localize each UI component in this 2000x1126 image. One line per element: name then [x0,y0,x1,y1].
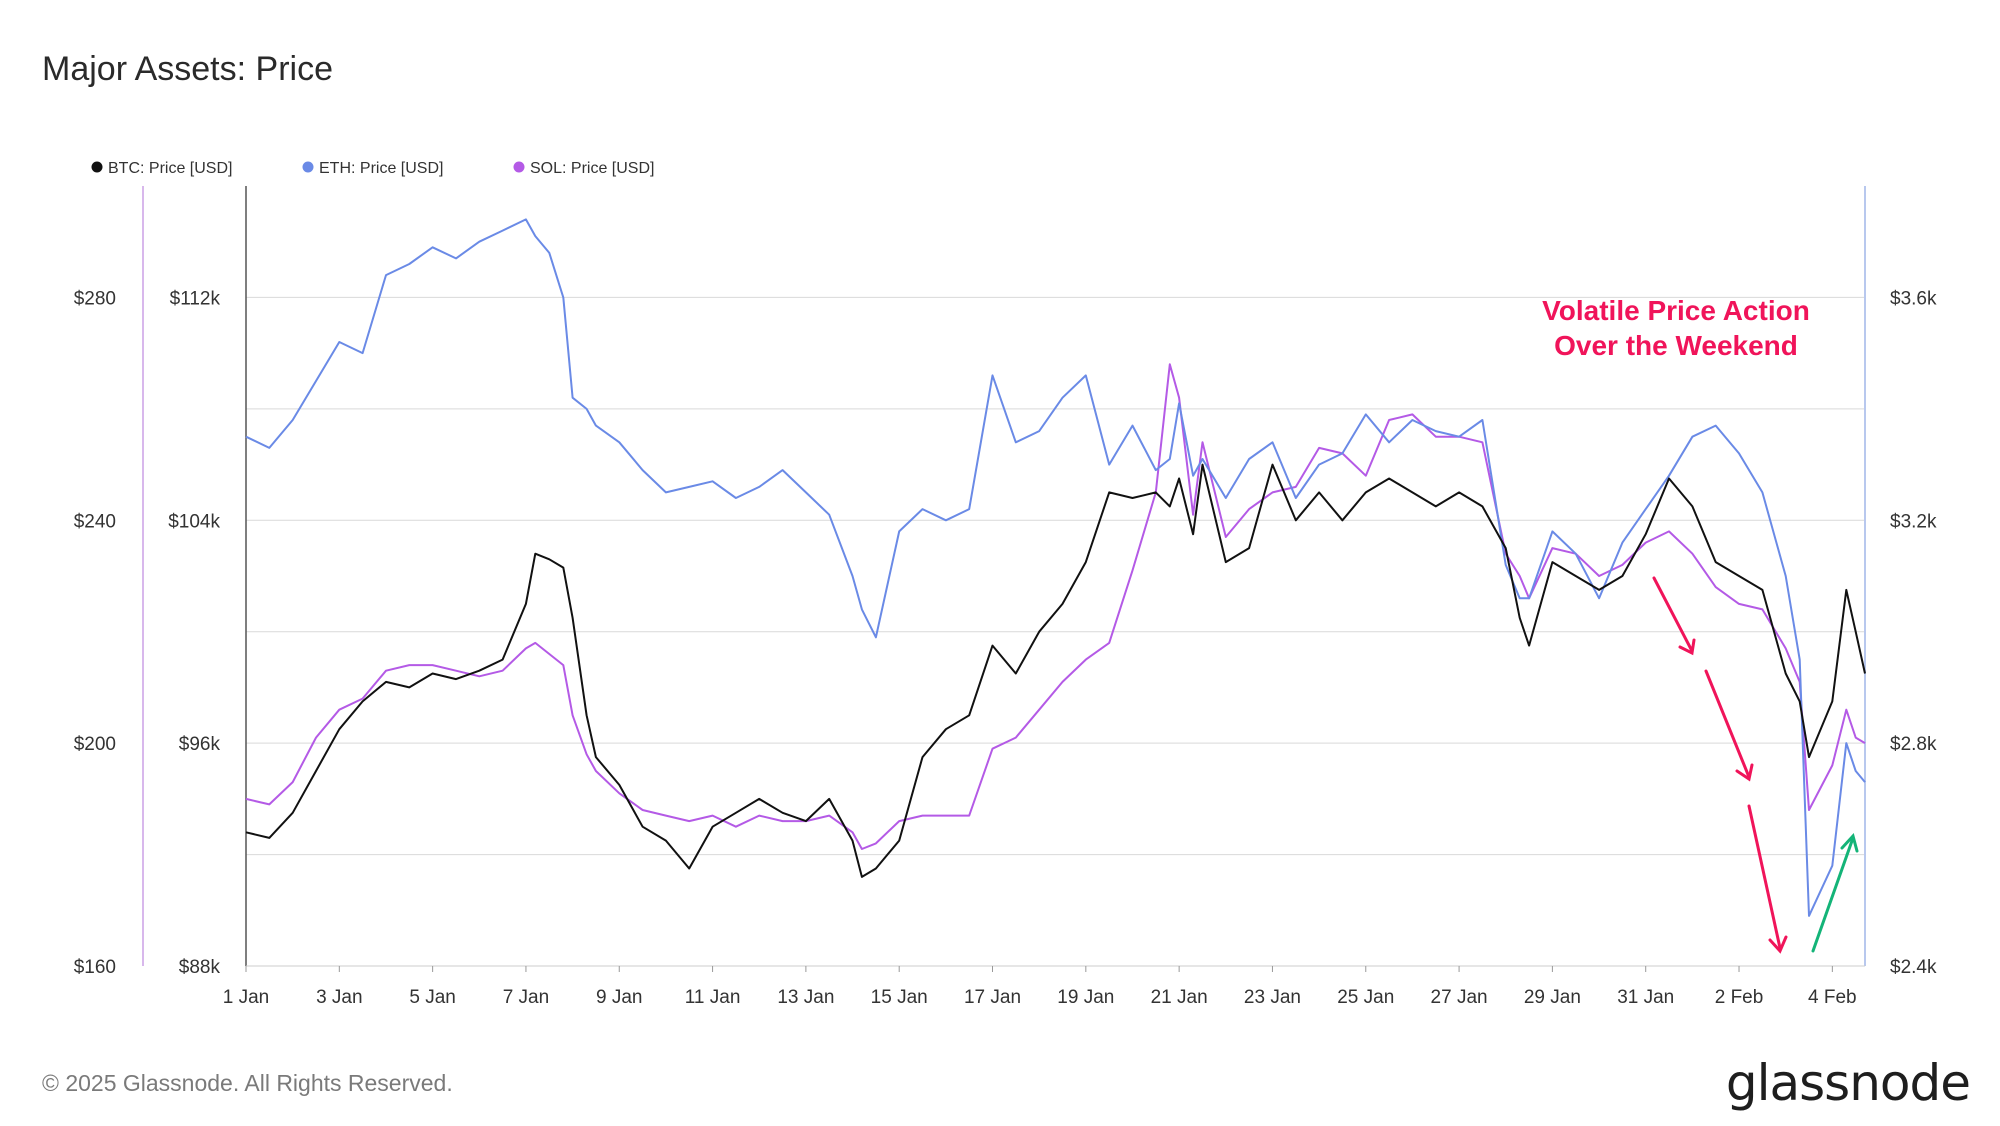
legend-sol-label: SOL: Price [USD] [530,160,654,177]
copyright-text: © 2025 Glassnode. All Rights Reserved. [42,1070,453,1096]
eth-price-line [245,218,1866,917]
eth-axis-ticks: $2.4k $2.8k $3.2k $3.6k [1890,288,1937,978]
x-tick-label: 9 Jan [596,987,642,1008]
x-tick-label: 4 Feb [1808,987,1857,1008]
down-arrow-1 [1652,576,1696,656]
down-arrow-2 [1704,669,1754,782]
btc-tick-label: $112k [170,288,221,309]
annotation: Volatile Price Action Over the Weekend [1542,295,1859,954]
annotation-line1: Volatile Price Action [1542,295,1810,326]
x-tick-label: 29 Jan [1524,987,1581,1008]
btc-tick-label: $96k [179,734,221,755]
eth-tick-label: $3.6k [1890,288,1937,309]
sol-tick-label: $200 [74,734,116,755]
x-tick-label: 17 Jan [964,987,1021,1008]
x-tick-label: 19 Jan [1057,987,1114,1008]
sol-price-line [245,363,1866,850]
x-axis-ticks: 1 Jan 3 Jan 5 Jan 7 Jan 9 Jan 11 Jan 13 Jan 15 … [223,966,1857,1008]
series-lines [245,218,1866,917]
up-arrow [1811,832,1859,953]
btc-price-line [245,463,1866,878]
x-tick-label: 3 Jan [316,987,362,1008]
legend-btc-label: BTC: Price [USD] [108,160,232,177]
annotation-line2: Over the Weekend [1554,330,1798,361]
x-tick-label: 2 Feb [1715,987,1764,1008]
btc-tick-label: $104k [168,511,220,532]
x-tick-label: 5 Jan [409,987,455,1008]
page-title: Major Assets: Price [42,50,333,88]
sol-tick-label: $160 [74,957,116,978]
btc-tick-label: $88k [179,957,221,978]
legend-eth-label: ETH: Price [USD] [319,160,443,177]
btc-axis-ticks: $88k $96k $104k $112k [168,288,220,978]
sol-tick-label: $280 [74,288,116,309]
x-tick-label: 7 Jan [503,987,549,1008]
x-tick-label: 15 Jan [871,987,928,1008]
x-tick-label: 25 Jan [1337,987,1394,1008]
x-tick-label: 27 Jan [1431,987,1488,1008]
legend: BTC: Price [USD] ETH: Price [USD] SOL: P… [91,160,654,177]
sol-axis-ticks: $160 $200 $240 $280 [74,288,116,978]
legend-eth-dot [302,161,314,173]
x-tick-label: 13 Jan [777,987,834,1008]
x-tick-label: 23 Jan [1244,987,1301,1008]
legend-btc-dot [91,161,103,173]
sol-tick-label: $240 [74,511,116,532]
x-tick-label: 31 Jan [1617,987,1674,1008]
x-tick-label: 1 Jan [223,987,269,1008]
glassnode-logo: glassnode [1725,1054,1971,1112]
x-tick-label: 11 Jan [685,987,741,1008]
legend-sol-dot [513,161,525,173]
eth-tick-label: $2.4k [1890,957,1937,978]
grid-lines [246,296,1865,967]
x-tick-label: 21 Jan [1151,987,1208,1008]
eth-tick-label: $3.2k [1890,511,1937,532]
eth-tick-label: $2.8k [1890,734,1937,755]
down-arrow-3 [1747,804,1788,954]
